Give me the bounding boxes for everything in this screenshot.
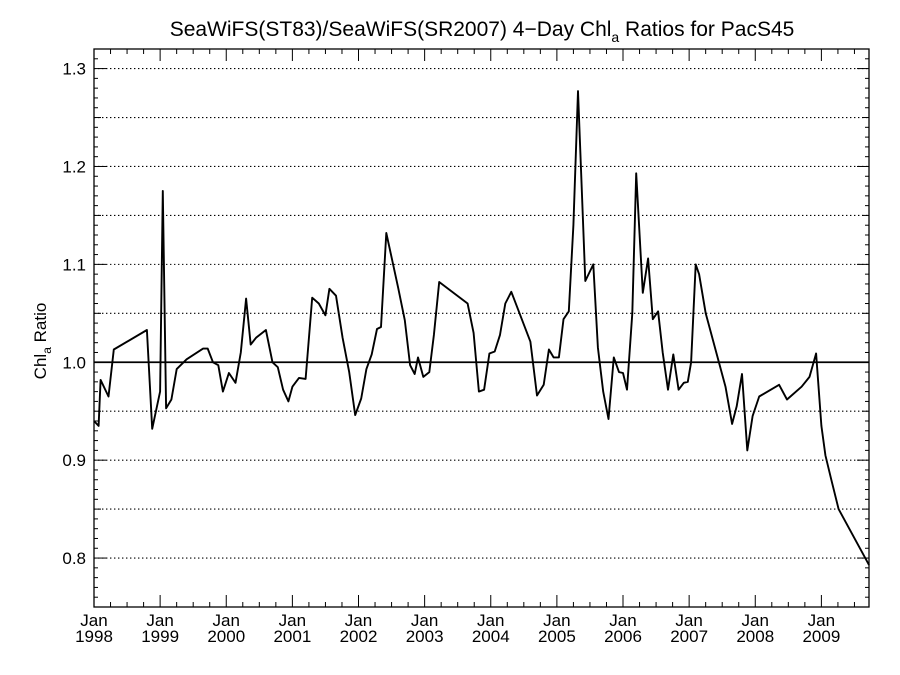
x-tick-year-label: 2009	[802, 627, 840, 646]
x-tick-year-label: 1998	[75, 627, 113, 646]
y-axis: 0.8 0.9 1.0 1.1 1.2 1.3	[62, 48, 869, 608]
x-tick-month-label: Jan	[477, 611, 504, 630]
chart-title-subscript: a	[611, 29, 619, 45]
x-tick-month-label: Jan	[345, 611, 372, 630]
x-tick-month-label: Jan	[213, 611, 240, 630]
x-tick-year-label: 2005	[538, 627, 576, 646]
x-tick-year-label: 2004	[472, 627, 510, 646]
x-tick-year-label: 2000	[207, 627, 245, 646]
x-tick-year-label: 2003	[406, 627, 444, 646]
y-axis-label: Chla Ratio	[31, 303, 54, 380]
x-tick-year-label: 1999	[141, 627, 179, 646]
x-tick-year-label: 2006	[604, 627, 642, 646]
x-tick-month-label: Jan	[609, 611, 636, 630]
y-tick-label: 1.3	[62, 60, 86, 79]
x-tick-month-label: Jan	[742, 611, 769, 630]
y-tick-label: 0.8	[62, 549, 86, 568]
series-line	[93, 90, 870, 566]
x-tick-year-label: 2007	[670, 627, 708, 646]
x-tick-month-label: Jan	[543, 611, 570, 630]
x-tick-month-label: Jan	[80, 611, 107, 630]
series-group	[93, 90, 870, 566]
y-axis-label-tail: Ratio	[31, 303, 50, 347]
x-tick-year-label: 2008	[736, 627, 774, 646]
x-tick-month-label: Jan	[411, 611, 438, 630]
chart-title: SeaWiFS(ST83)/SeaWiFS(SR2007) 4−Day Chla…	[170, 18, 795, 45]
chart-title-main: SeaWiFS(ST83)/SeaWiFS(SR2007) 4−Day Chl	[170, 18, 612, 41]
y-tick-label: 1.0	[62, 353, 86, 372]
y-tick-label: 0.9	[62, 451, 86, 470]
x-tick-month-label: Jan	[279, 611, 306, 630]
y-tick-label: 1.1	[62, 255, 86, 274]
y-axis-label-subscript: a	[40, 347, 54, 354]
chart-title-tail: Ratios for PacS45	[619, 18, 794, 41]
x-tick-month-label: Jan	[675, 611, 702, 630]
y-axis-label-main: Chl	[31, 354, 50, 380]
y-tick-label: 1.2	[62, 157, 86, 176]
grid-lines	[94, 68, 869, 608]
x-axis: Jan1998Jan1999Jan2000Jan2001Jan2002Jan20…	[75, 49, 855, 646]
x-tick-month-label: Jan	[146, 611, 173, 630]
plot-frame	[93, 48, 870, 608]
x-tick-month-label: Jan	[808, 611, 835, 630]
x-tick-year-label: 2002	[340, 627, 378, 646]
x-tick-year-label: 2001	[273, 627, 311, 646]
